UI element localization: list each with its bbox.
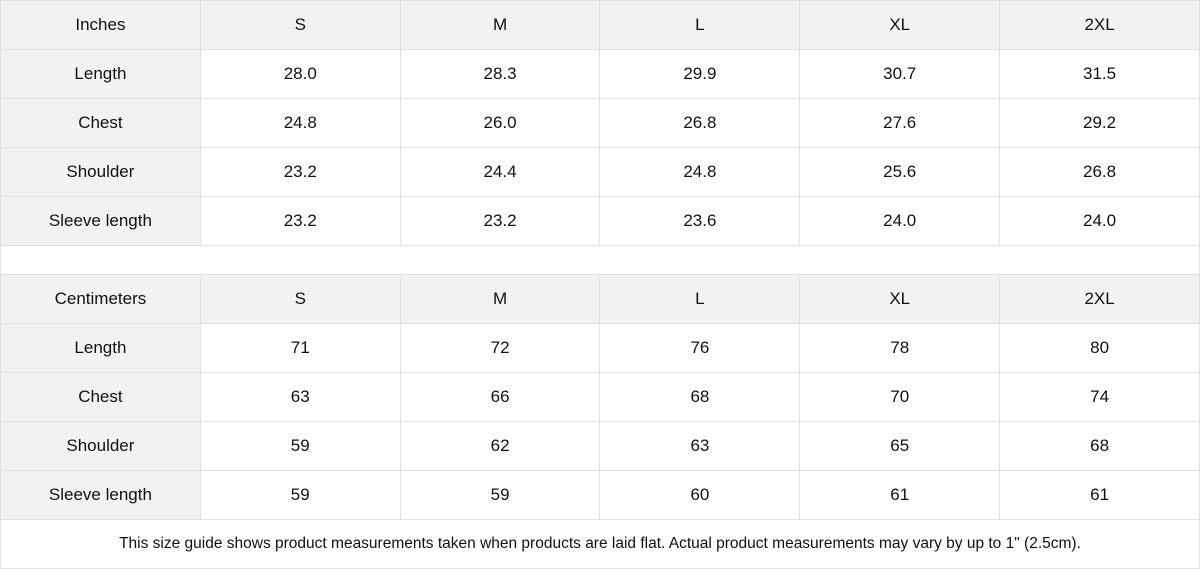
measurement-label: Chest — [0, 98, 201, 148]
measurement-value: 24.4 — [399, 147, 601, 197]
size-header: M — [399, 274, 601, 324]
measurement-label: Chest — [0, 372, 201, 422]
measurement-label: Shoulder — [0, 147, 201, 197]
table-row: Sleeve length 23.2 23.2 23.6 24.0 24.0 — [0, 196, 1200, 246]
measurement-value: 61 — [799, 470, 1001, 520]
measurement-value: 31.5 — [999, 49, 1200, 99]
measurement-value: 59 — [199, 421, 401, 471]
measurement-value: 74 — [999, 372, 1200, 422]
measurement-label: Shoulder — [0, 421, 201, 471]
measurement-label: Sleeve length — [0, 196, 201, 246]
measurement-value: 24.0 — [799, 196, 1001, 246]
unit-header: Centimeters — [0, 274, 201, 324]
footnote: This size guide shows product measuremen… — [0, 519, 1200, 569]
measurement-value: 25.6 — [799, 147, 1001, 197]
measurement-value: 23.2 — [399, 196, 601, 246]
table-row: Shoulder 23.2 24.4 24.8 25.6 26.8 — [0, 147, 1200, 197]
measurement-value: 59 — [199, 470, 401, 520]
table-row: Length 71 72 76 78 80 — [0, 323, 1200, 373]
measurement-value: 29.9 — [599, 49, 801, 99]
table-spacer — [0, 245, 1200, 275]
measurement-value: 70 — [799, 372, 1001, 422]
size-header: 2XL — [999, 0, 1200, 50]
measurement-label: Sleeve length — [0, 470, 201, 520]
size-header: S — [199, 0, 401, 50]
measurement-value: 63 — [599, 421, 801, 471]
table-row: Chest 24.8 26.0 26.8 27.6 29.2 — [0, 98, 1200, 148]
measurement-value: 78 — [799, 323, 1001, 373]
measurement-value: 61 — [999, 470, 1200, 520]
measurement-value: 24.0 — [999, 196, 1200, 246]
size-header: 2XL — [999, 274, 1200, 324]
measurement-value: 26.8 — [599, 98, 801, 148]
measurement-value: 65 — [799, 421, 1001, 471]
table-row: Sleeve length 59 59 60 61 61 — [0, 470, 1200, 520]
measurement-value: 80 — [999, 323, 1200, 373]
measurement-value: 28.3 — [399, 49, 601, 99]
measurement-label: Length — [0, 49, 201, 99]
measurement-value: 29.2 — [999, 98, 1200, 148]
measurement-value: 72 — [399, 323, 601, 373]
measurement-value: 30.7 — [799, 49, 1001, 99]
measurement-value: 68 — [999, 421, 1200, 471]
spacer-cell — [0, 245, 1200, 275]
measurement-value: 23.2 — [199, 147, 401, 197]
measurement-value: 26.8 — [999, 147, 1200, 197]
measurement-value: 63 — [199, 372, 401, 422]
table-row: Length 28.0 28.3 29.9 30.7 31.5 — [0, 49, 1200, 99]
size-header: XL — [799, 0, 1001, 50]
measurement-value: 24.8 — [199, 98, 401, 148]
measurement-value: 27.6 — [799, 98, 1001, 148]
unit-header: Inches — [0, 0, 201, 50]
header-row: Centimeters S M L XL 2XL — [0, 274, 1200, 324]
header-row: Inches S M L XL 2XL — [0, 0, 1200, 50]
size-header: L — [599, 274, 801, 324]
measurement-value: 59 — [399, 470, 601, 520]
measurement-value: 68 — [599, 372, 801, 422]
size-header: XL — [799, 274, 1001, 324]
measurement-value: 66 — [399, 372, 601, 422]
table-row: Chest 63 66 68 70 74 — [0, 372, 1200, 422]
measurement-value: 23.2 — [199, 196, 401, 246]
measurement-value: 62 — [399, 421, 601, 471]
size-header: S — [199, 274, 401, 324]
measurement-value: 60 — [599, 470, 801, 520]
size-header: L — [599, 0, 801, 50]
measurement-label: Length — [0, 323, 201, 373]
footnote-row: This size guide shows product measuremen… — [0, 519, 1200, 569]
measurement-value: 28.0 — [199, 49, 401, 99]
measurement-value: 24.8 — [599, 147, 801, 197]
measurement-value: 71 — [199, 323, 401, 373]
measurement-value: 26.0 — [399, 98, 601, 148]
measurement-value: 23.6 — [599, 196, 801, 246]
measurement-value: 76 — [599, 323, 801, 373]
size-header: M — [399, 0, 601, 50]
table-row: Shoulder 59 62 63 65 68 — [0, 421, 1200, 471]
